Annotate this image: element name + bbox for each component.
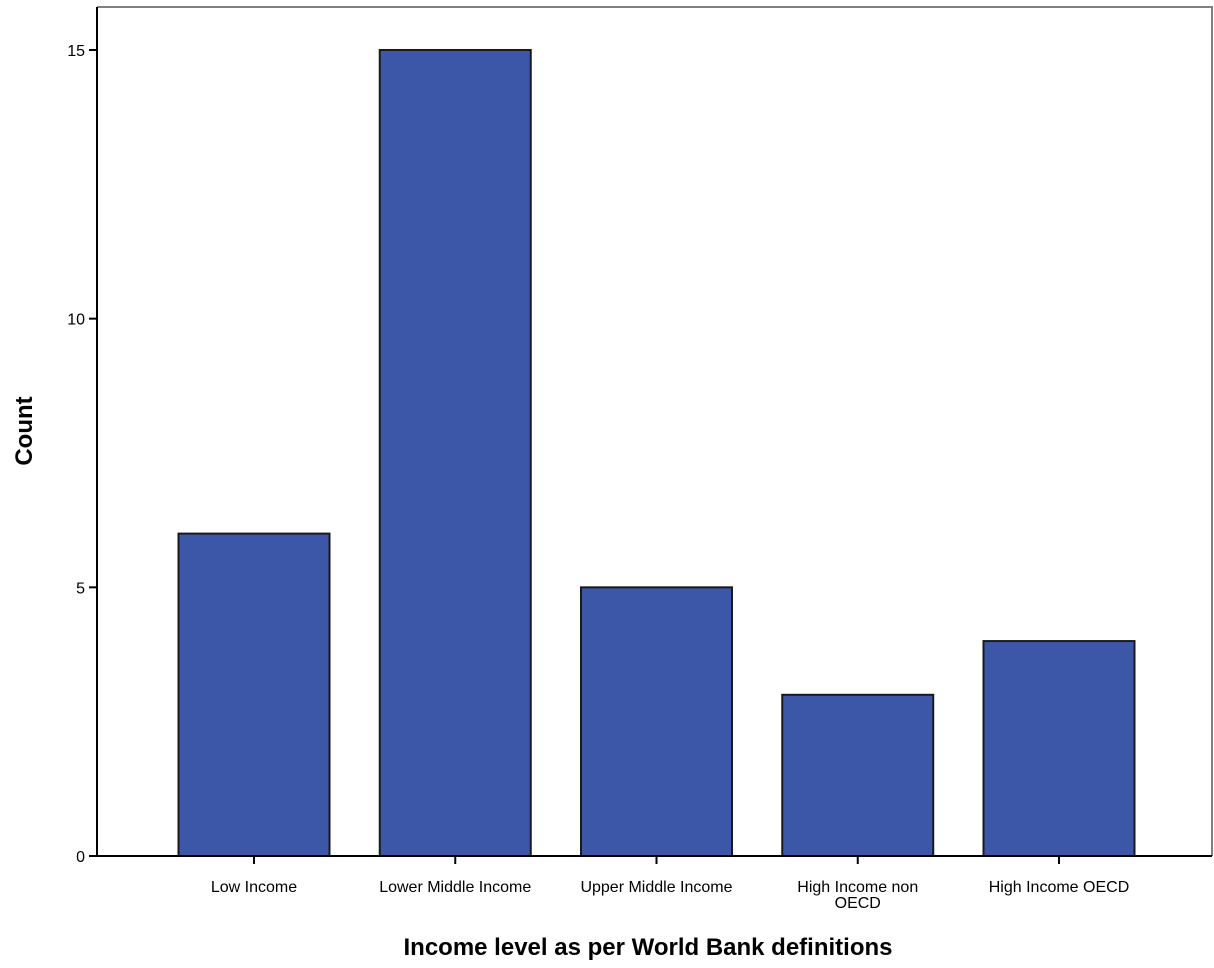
x-tick-label: Lower Middle Income [379,879,531,896]
bar [982,640,1136,857]
y-tick-label: 5 [76,580,85,597]
plot-frame-border [97,6,1213,856]
axes [96,7,1212,857]
bar [781,693,935,858]
y-axis-title: Count [11,396,38,465]
y-axis-ticks: 0 5 10 15 [67,43,97,866]
x-tick-label: High Income non [797,879,918,896]
plot-frame [97,6,1213,856]
y-tick-label: 0 [76,849,85,866]
x-tick-label: Upper Middle Income [580,879,732,896]
bar [378,48,532,857]
bar [177,532,331,857]
x-tick-label: High Income OECD [989,879,1130,896]
x-tick-label: OECD [835,895,881,912]
x-axis-title: Income level as per World Bank definitio… [403,934,892,961]
bars [177,48,1136,858]
x-tick-label: Low Income [211,879,297,896]
bar [580,586,733,857]
y-tick-label: 15 [67,43,85,60]
x-axis-ticks: Low Income Lower Middle Income Upper Middl… [211,856,1129,912]
y-tick-label: 10 [67,312,85,329]
